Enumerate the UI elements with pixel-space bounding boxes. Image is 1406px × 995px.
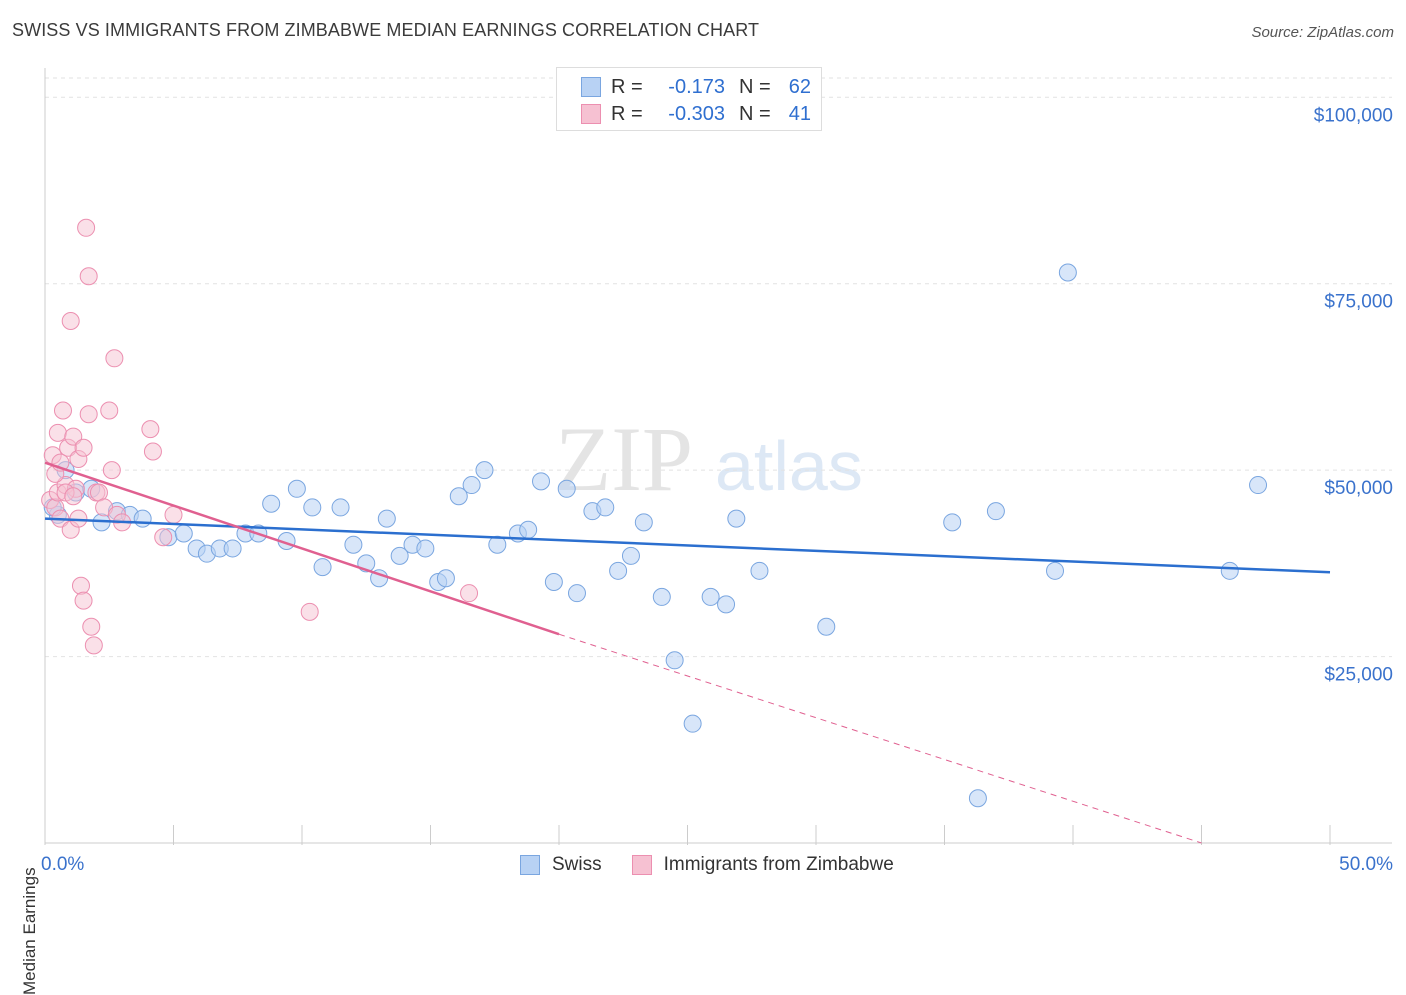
swiss-point bbox=[331, 498, 350, 517]
zimbabwe-swatch bbox=[581, 104, 601, 124]
stats-legend-row-zimbabwe: R = -0.303 N = 41 bbox=[581, 101, 811, 127]
legend-item-swiss[interactable]: Swiss bbox=[520, 854, 602, 876]
zimbabwe-point bbox=[164, 505, 183, 524]
zimbabwe-point bbox=[105, 349, 124, 368]
zimbabwe-point bbox=[61, 312, 80, 330]
swiss-point bbox=[287, 479, 306, 498]
swiss-point bbox=[986, 502, 1005, 521]
zimbabwe-swatch bbox=[631, 855, 652, 875]
swiss-point bbox=[436, 569, 455, 588]
zimbabwe-point bbox=[102, 461, 121, 480]
legend-label-zimbabwe: Immigrants from Zimbabwe bbox=[663, 854, 894, 875]
n-label: N = bbox=[739, 102, 771, 125]
watermark-atlas: atlas bbox=[715, 427, 863, 505]
swiss-point bbox=[416, 539, 435, 558]
r-label: R = bbox=[611, 102, 643, 125]
zimbabwe-point bbox=[53, 401, 72, 420]
swiss-point bbox=[567, 584, 586, 603]
swiss-point bbox=[968, 789, 987, 808]
swiss-point bbox=[943, 513, 962, 532]
y-tick-label: $25,000 bbox=[1324, 665, 1393, 686]
swiss-swatch bbox=[581, 77, 601, 97]
swiss-point bbox=[390, 546, 409, 565]
series-legend: Swiss Immigrants from Zimbabwe bbox=[520, 852, 924, 878]
swiss-point bbox=[634, 513, 653, 532]
swiss-point bbox=[596, 498, 615, 517]
swiss-point bbox=[750, 561, 769, 580]
legend-label-swiss: Swiss bbox=[552, 854, 602, 875]
zimbabwe-point bbox=[71, 576, 90, 595]
r-label: R = bbox=[611, 75, 643, 98]
zimbabwe-point bbox=[77, 218, 96, 237]
zimbabwe-point bbox=[74, 438, 93, 457]
zimbabwe-point bbox=[48, 423, 67, 442]
swiss-point bbox=[475, 461, 494, 480]
swiss-point bbox=[519, 520, 538, 539]
swiss-point bbox=[717, 595, 736, 614]
n-label: N = bbox=[739, 75, 771, 98]
zimbabwe-point bbox=[74, 591, 93, 610]
swiss-point bbox=[609, 561, 628, 580]
zimbabwe-point bbox=[141, 420, 160, 439]
y-tick-label: $75,000 bbox=[1324, 292, 1393, 313]
swiss-point bbox=[1249, 476, 1268, 495]
swiss-point bbox=[344, 535, 363, 554]
swiss-point bbox=[1220, 561, 1239, 580]
n-value: 41 bbox=[788, 102, 811, 125]
zimbabwe-point bbox=[89, 483, 108, 502]
y-axis-label: Median Earnings bbox=[20, 867, 39, 995]
swiss-point bbox=[303, 498, 322, 517]
zimbabwe-point bbox=[79, 405, 98, 424]
scatter-chart: ZIP atlas $25,000 $50,000 $75,000 $100,000 0.0… bbox=[41, 68, 1393, 875]
swiss-point bbox=[683, 714, 702, 733]
swiss-point bbox=[223, 539, 242, 558]
y-tick-label: $50,000 bbox=[1324, 478, 1393, 499]
swiss-point bbox=[462, 476, 481, 495]
swiss-point bbox=[544, 573, 563, 591]
n-value: 62 bbox=[788, 75, 811, 98]
swiss-point bbox=[1046, 561, 1065, 580]
swiss-swatch bbox=[520, 855, 540, 875]
x-tick-label: 50.0% bbox=[1339, 854, 1393, 875]
zimbabwe-point bbox=[79, 267, 98, 286]
swiss-point bbox=[727, 509, 746, 528]
r-value: -0.303 bbox=[668, 102, 725, 125]
swiss-point bbox=[488, 535, 507, 554]
swiss-point bbox=[532, 472, 551, 491]
zimbabwe-point bbox=[460, 584, 479, 603]
x-tick-label: 0.0% bbox=[41, 854, 84, 875]
swiss-point bbox=[377, 509, 396, 528]
zimbabwe-point bbox=[64, 487, 83, 506]
swiss-point bbox=[174, 524, 193, 543]
watermark-zip: ZIP bbox=[555, 408, 693, 510]
stats-legend: R = -0.173 N = 62 R = -0.303 N = 41 bbox=[556, 67, 822, 131]
zimbabwe-point bbox=[143, 442, 162, 461]
swiss-point bbox=[701, 587, 720, 606]
swiss-point bbox=[133, 509, 152, 528]
zimbabwe-point bbox=[84, 636, 103, 655]
swiss-point bbox=[665, 651, 684, 670]
y-tick-label: $100,000 bbox=[1314, 105, 1393, 126]
swiss-point bbox=[262, 494, 281, 513]
zimbabwe-trend-line bbox=[44, 461, 560, 636]
swiss-point bbox=[313, 558, 332, 577]
swiss-point bbox=[652, 587, 671, 606]
legend-item-zimbabwe[interactable]: Immigrants from Zimbabwe bbox=[631, 854, 894, 876]
swiss-point bbox=[557, 479, 576, 498]
swiss-point bbox=[1058, 263, 1077, 282]
chart-source: Source: ZipAtlas.com bbox=[1251, 24, 1394, 41]
stats-legend-row-swiss: R = -0.173 N = 62 bbox=[581, 74, 811, 100]
swiss-trend-line bbox=[44, 517, 1331, 574]
chart-title: SWISS VS IMMIGRANTS FROM ZIMBABWE MEDIAN… bbox=[12, 20, 760, 40]
r-value: -0.173 bbox=[668, 75, 725, 98]
swiss-point bbox=[621, 546, 640, 565]
zimbabwe-trend-extension bbox=[558, 633, 1202, 844]
zimbabwe-point bbox=[100, 401, 119, 420]
zimbabwe-point bbox=[64, 427, 83, 446]
swiss-point bbox=[449, 487, 468, 506]
swiss-point bbox=[817, 617, 836, 636]
zimbabwe-point bbox=[300, 602, 319, 621]
zimbabwe-point bbox=[154, 528, 173, 547]
zimbabwe-point bbox=[82, 617, 101, 636]
